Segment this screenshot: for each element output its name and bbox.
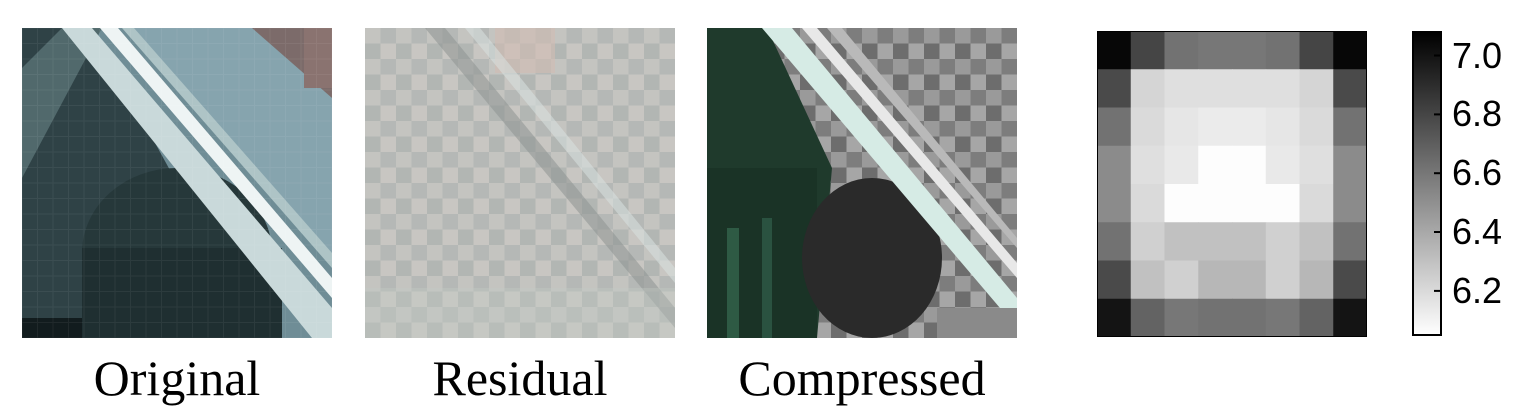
heatmap-cell — [1164, 222, 1199, 261]
heatmap-cell — [1130, 298, 1165, 337]
heatmap-cell — [1198, 184, 1233, 223]
original-image-patch — [22, 28, 332, 338]
heatmap-cell — [1097, 222, 1132, 261]
heatmap-cell — [1164, 298, 1199, 337]
heatmap-cell — [1265, 31, 1300, 70]
caption-compressed: Compressed — [738, 350, 986, 406]
heatmap-cell — [1164, 184, 1199, 223]
heatmap-cell — [1198, 298, 1233, 337]
colorbar-tick-label: 6.8 — [1452, 93, 1503, 135]
heatmap-border — [1097, 31, 1367, 337]
heatmap-cell — [1164, 69, 1199, 108]
heatmap-cell — [1299, 107, 1334, 147]
heatmap-cell — [1164, 107, 1199, 147]
heatmap-cell — [1164, 260, 1199, 300]
colorbar-gradient — [1412, 31, 1442, 336]
heatmap-cells — [1097, 31, 1367, 337]
heatmap-cell — [1097, 31, 1132, 70]
heatmap-cell — [1265, 69, 1300, 108]
heatmap-cell — [1130, 69, 1165, 108]
heatmap-cell — [1299, 145, 1334, 185]
heatmap-cell — [1097, 260, 1132, 300]
heatmap-cell — [1232, 184, 1267, 223]
heatmap-cell — [1164, 31, 1199, 70]
colorbar-tick-label: 6.6 — [1452, 152, 1503, 194]
caption-residual: Residual — [432, 350, 608, 406]
heatmap-cell — [1299, 222, 1334, 261]
residual-image-patch — [365, 28, 675, 338]
heatmap-cell — [1333, 222, 1367, 261]
heatmap-cell — [1232, 31, 1267, 70]
heatmap-cell — [1299, 260, 1334, 300]
heatmap-cell — [1265, 260, 1300, 300]
heatmap-cell — [1232, 298, 1267, 337]
heatmap-cell — [1333, 298, 1367, 337]
heatmap-cell — [1232, 222, 1267, 261]
colorbar-tick-label: 6.2 — [1452, 269, 1503, 311]
heatmap-cell — [1130, 145, 1165, 185]
colorbar-tick-label: 6.4 — [1452, 211, 1503, 252]
heatmap-cell — [1130, 222, 1165, 261]
heatmap-cell — [1198, 222, 1233, 261]
colorbar-ticks — [1434, 54, 1441, 292]
heatmap-cell — [1130, 31, 1165, 70]
heatmap-cell — [1333, 184, 1367, 223]
heatmap-cell — [1232, 260, 1267, 300]
heatmap-cell — [1097, 69, 1132, 108]
heatmap-cell — [1265, 298, 1300, 337]
heatmap — [1097, 31, 1367, 337]
heatmap-cell — [1198, 69, 1233, 108]
heatmap-cell — [1265, 145, 1300, 185]
heatmap-cell — [1130, 260, 1165, 300]
heatmap-cell — [1265, 107, 1300, 147]
heatmap-cell — [1232, 145, 1267, 185]
heatmap-cell — [1130, 107, 1165, 147]
heatmap-cell — [1198, 107, 1233, 147]
heatmap-cell — [1232, 107, 1267, 147]
compressed-image-patch — [707, 28, 1017, 338]
heatmap-cell — [1097, 145, 1132, 185]
heatmap-cell — [1198, 145, 1233, 185]
heatmap-cell — [1164, 145, 1199, 185]
heatmap-cell — [1097, 107, 1132, 147]
caption-original: Original — [93, 350, 261, 406]
heatmap-cell — [1198, 260, 1233, 300]
heatmap-cell — [1299, 69, 1334, 108]
colorbar-tick-label: 7.0 — [1452, 34, 1503, 76]
heatmap-cell — [1232, 69, 1267, 108]
heatmap-cell — [1333, 31, 1367, 70]
colorbar — [1412, 31, 1442, 336]
heatmap-cell — [1299, 31, 1334, 70]
heatmap-cell — [1265, 184, 1300, 223]
heatmap-cell — [1333, 69, 1367, 108]
heatmap-cell — [1265, 222, 1300, 261]
heatmap-cell — [1097, 298, 1132, 337]
heatmap-cell — [1333, 145, 1367, 185]
heatmap-cell — [1333, 260, 1367, 300]
heatmap-cell — [1097, 184, 1132, 223]
heatmap-cell — [1198, 31, 1233, 70]
heatmap-cell — [1299, 298, 1334, 337]
heatmap-cell — [1130, 184, 1165, 223]
heatmap-cell — [1299, 184, 1334, 223]
heatmap-cell — [1333, 107, 1367, 147]
